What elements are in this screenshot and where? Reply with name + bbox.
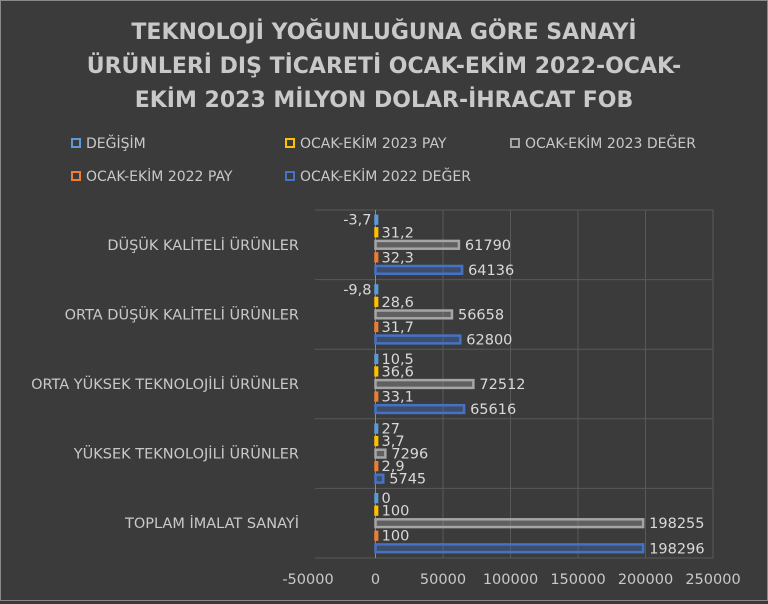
legend-swatch <box>510 138 520 148</box>
chart-title-line: ÜRÜNLERİ DIŞ TİCARETİ OCAK-EKİM 2022-OCA… <box>87 53 682 79</box>
legend-swatch <box>285 138 295 148</box>
x-tick-label: 250000 <box>685 572 740 588</box>
category-label: TOPLAM İMALAT SANAYİ <box>124 514 299 532</box>
data-label: 36,6 <box>382 364 414 380</box>
bar <box>374 353 379 365</box>
chart-title-line: TEKNOLOJİ YOĞUNLUĞUNA GÖRE SANAYİ <box>131 19 636 45</box>
data-label: 32,3 <box>382 250 414 266</box>
data-label: 72512 <box>479 377 525 393</box>
data-label: 0 <box>382 491 391 507</box>
x-tick-label: 100000 <box>483 572 538 588</box>
data-label: 100 <box>382 504 410 520</box>
data-label: 27 <box>382 422 400 438</box>
bar <box>374 309 454 320</box>
data-label: 198296 <box>649 541 704 557</box>
data-label: 65616 <box>470 402 516 418</box>
data-label: -9,8 <box>343 282 371 298</box>
bar <box>374 473 385 484</box>
legend-entry-label: OCAK-EKİM 2023 PAY <box>300 134 447 152</box>
data-label: 3,7 <box>382 434 405 450</box>
legend-entry-label: OCAK-EKİM 2023 DEĞER <box>525 134 696 152</box>
bar <box>374 214 379 225</box>
bar <box>374 391 379 402</box>
x-tick-label: -50000 <box>282 572 333 588</box>
bar <box>374 334 462 345</box>
legend-swatch <box>71 138 81 148</box>
data-label: 56658 <box>458 307 504 323</box>
data-label: 64136 <box>468 263 514 279</box>
bars <box>374 214 645 554</box>
category-axis: DÜŞÜK KALİTELİ ÜRÜNLER ORTA DÜŞÜK KALİTEL… <box>31 236 299 532</box>
data-label: 31,2 <box>382 225 414 241</box>
chart-title-line: EKİM 2023 MİLYON DOLAR-İHRACAT FOB <box>135 87 634 113</box>
bar <box>374 321 379 333</box>
data-label: -3,7 <box>343 213 371 229</box>
bar <box>374 227 379 238</box>
bar <box>374 239 461 250</box>
data-label: 2,9 <box>382 459 405 475</box>
legend-swatch <box>71 171 81 181</box>
bar <box>374 530 379 541</box>
data-labels: -3,7 31,2 61790 32,3 64136 -9,8 28,6 56658 31,7 6… <box>343 213 704 558</box>
bar <box>374 518 645 529</box>
x-tick-label: 50000 <box>420 572 466 588</box>
bar <box>374 264 464 276</box>
bar <box>374 448 387 459</box>
bar <box>374 378 475 390</box>
data-label: 7296 <box>391 447 428 463</box>
data-label: 31,7 <box>382 320 414 336</box>
x-tick-label: 150000 <box>550 572 605 588</box>
bar <box>374 366 379 377</box>
bar <box>374 296 379 307</box>
data-label: 33,1 <box>382 390 414 406</box>
category-label: ORTA YÜKSEK TEKNOLOJİLİ ÜRÜNLER <box>31 375 299 393</box>
legend-entry-label: OCAK-EKİM 2022 PAY <box>86 167 233 185</box>
data-label: 10,5 <box>382 352 414 368</box>
data-label: 28,6 <box>382 295 414 311</box>
data-label: 5745 <box>389 472 426 488</box>
chart-legend: DEĞİŞİM OCAK-EKİM 2023 PAY OCAK-EKİM 2023 … <box>71 134 696 185</box>
bar <box>374 435 379 447</box>
chart-title: TEKNOLOJİ YOĞUNLUĞUNA GÖRE SANAYİ ÜRÜNLER… <box>87 19 682 113</box>
data-label: 198255 <box>649 516 704 532</box>
bar <box>374 461 379 472</box>
bar <box>374 252 379 263</box>
legend-swatch <box>285 171 295 181</box>
legend-entry-label: OCAK-EKİM 2022 DEĞER <box>300 167 471 185</box>
bar <box>374 423 379 434</box>
bar <box>374 403 466 415</box>
bar <box>374 492 379 504</box>
data-label: 100 <box>382 529 410 545</box>
bar <box>374 505 379 516</box>
legend-entry-label: DEĞİŞİM <box>86 134 146 152</box>
bar <box>374 543 645 554</box>
x-tick-label: 200000 <box>618 572 673 588</box>
data-label: 62800 <box>466 332 512 348</box>
category-label: DÜŞÜK KALİTELİ ÜRÜNLER <box>107 236 299 254</box>
x-tick-label: 0 <box>371 572 380 588</box>
bar <box>374 284 379 295</box>
category-label: YÜKSEK TEKNOLOJİLİ ÜRÜNLER <box>73 445 299 463</box>
value-axis: -50000 0 50000 100000 150000 200000 250000 <box>282 572 740 588</box>
category-label: ORTA DÜŞÜK KALİTELİ ÜRÜNLER <box>65 305 299 323</box>
data-label: 61790 <box>465 238 511 254</box>
